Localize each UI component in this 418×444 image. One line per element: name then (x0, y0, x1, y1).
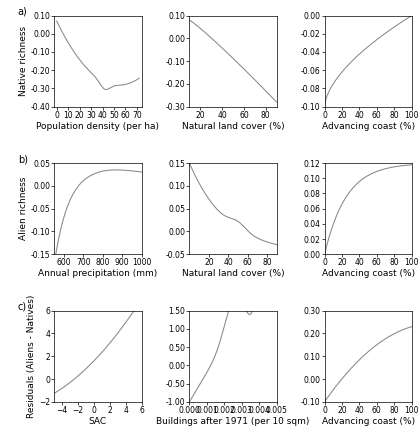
X-axis label: Advancing coast (%): Advancing coast (%) (321, 417, 415, 426)
X-axis label: Buildings after 1971 (per 10 sqm): Buildings after 1971 (per 10 sqm) (156, 417, 310, 426)
Text: c): c) (18, 301, 27, 312)
X-axis label: Annual precipitation (mm): Annual precipitation (mm) (38, 270, 158, 278)
X-axis label: Natural land cover (%): Natural land cover (%) (182, 270, 284, 278)
Text: a): a) (18, 6, 28, 16)
X-axis label: Population density (per ha): Population density (per ha) (36, 122, 159, 131)
Y-axis label: Residuals (Aliens - Natives): Residuals (Aliens - Natives) (27, 294, 36, 418)
X-axis label: Advancing coast (%): Advancing coast (%) (321, 122, 415, 131)
Y-axis label: Native richness: Native richness (19, 26, 28, 96)
Text: b): b) (18, 154, 28, 164)
Y-axis label: Alien richness: Alien richness (19, 177, 28, 240)
X-axis label: Advancing coast (%): Advancing coast (%) (321, 270, 415, 278)
X-axis label: Natural land cover (%): Natural land cover (%) (182, 122, 284, 131)
X-axis label: SAC: SAC (89, 417, 107, 426)
